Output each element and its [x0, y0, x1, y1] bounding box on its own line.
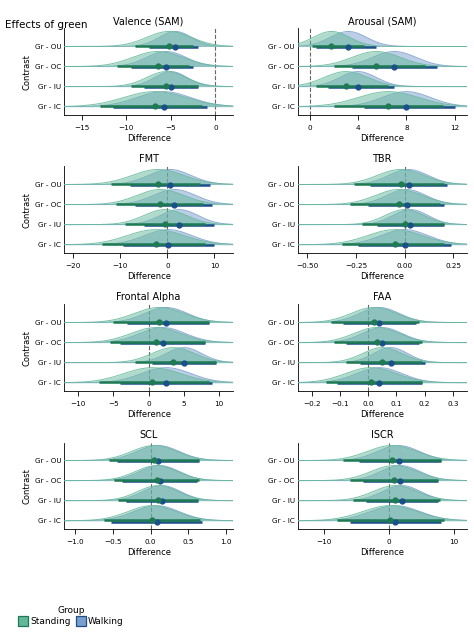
Title: SCL: SCL: [139, 430, 158, 441]
Title: Frontal Alpha: Frontal Alpha: [117, 293, 181, 302]
Text: Effects of green: Effects of green: [5, 20, 87, 30]
X-axis label: Difference: Difference: [127, 548, 171, 557]
Y-axis label: Contrast: Contrast: [23, 330, 32, 366]
Y-axis label: Contrast: Contrast: [23, 192, 32, 228]
X-axis label: Difference: Difference: [127, 272, 171, 281]
Title: Valence (SAM): Valence (SAM): [113, 16, 184, 27]
X-axis label: Difference: Difference: [360, 272, 404, 281]
Title: FMT: FMT: [138, 154, 159, 164]
Legend: Standing, Walking: Standing, Walking: [19, 606, 124, 626]
Title: TBR: TBR: [373, 154, 392, 164]
X-axis label: Difference: Difference: [360, 548, 404, 557]
X-axis label: Difference: Difference: [127, 133, 171, 143]
X-axis label: Difference: Difference: [360, 410, 404, 418]
X-axis label: Difference: Difference: [360, 133, 404, 143]
Y-axis label: Contrast: Contrast: [23, 468, 32, 504]
Y-axis label: Contrast: Contrast: [23, 54, 32, 90]
Title: FAA: FAA: [373, 293, 392, 302]
Title: ISCR: ISCR: [371, 430, 393, 441]
X-axis label: Difference: Difference: [127, 410, 171, 418]
Title: Arousal (SAM): Arousal (SAM): [348, 16, 417, 27]
